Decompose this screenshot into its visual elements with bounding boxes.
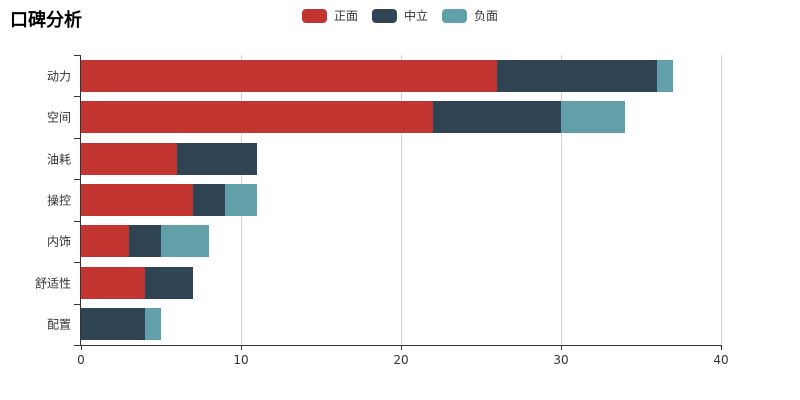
legend-label: 中立 — [403, 9, 429, 23]
stacked-bar[interactable] — [81, 101, 721, 134]
legend-swatch-neutral — [371, 8, 397, 23]
x-axis-tick — [81, 345, 82, 350]
y-axis-tick — [74, 220, 80, 222]
y-axis-category-label: 内饰 — [46, 234, 71, 249]
legend-item-negative[interactable]: 负面 — [442, 7, 498, 24]
y-axis-category-label: 配置 — [46, 317, 71, 332]
stacked-bar[interactable] — [81, 225, 721, 258]
chart-title: 口碑分析 — [10, 10, 82, 31]
bar-row: 动力 — [47, 55, 721, 96]
y-axis-category-label: 油耗 — [46, 152, 71, 167]
legend: 正面 中立 负面 — [301, 7, 498, 24]
x-axis-tick-label: 30 — [553, 353, 569, 367]
bar-segment-neutral[interactable] — [129, 225, 161, 258]
x-axis-tick — [561, 345, 562, 350]
y-axis-tick — [74, 137, 80, 139]
bar-row: 配置 — [47, 304, 721, 345]
legend-swatch-negative — [442, 8, 468, 23]
bar-segment-positive[interactable] — [81, 183, 193, 216]
y-axis-tick — [74, 262, 80, 264]
bar-segment-positive[interactable] — [81, 225, 129, 258]
x-axis-tick-label: 10 — [233, 353, 249, 367]
bar-segment-negative[interactable] — [657, 59, 673, 92]
bar-segment-negative[interactable] — [561, 101, 625, 134]
bar-segment-neutral[interactable] — [497, 59, 657, 92]
stacked-bar[interactable] — [81, 142, 721, 175]
bar-rows: 动力空间油耗操控内饰舒适性配置 — [35, 55, 721, 345]
legend-item-neutral[interactable]: 中立 — [371, 7, 429, 24]
bar-segment-neutral[interactable] — [177, 142, 257, 175]
legend-swatch-positive — [301, 8, 327, 23]
legend-item-positive[interactable]: 正面 — [301, 7, 358, 24]
legend-label: 正面 — [333, 9, 358, 23]
bar-row: 内饰 — [47, 221, 721, 262]
bar-segment-neutral[interactable] — [145, 266, 193, 299]
y-axis-category-label: 操控 — [46, 193, 71, 208]
bar-row: 舒适性 — [35, 262, 721, 303]
x-axis-tick-label: 40 — [713, 353, 729, 367]
y-axis-tick — [74, 55, 80, 56]
gridline — [721, 55, 722, 345]
y-axis-tick — [74, 303, 80, 305]
y-axis-line — [80, 55, 81, 346]
bar-row: 操控 — [47, 179, 721, 220]
x-axis-tick-label: 0 — [77, 353, 85, 367]
stacked-bar[interactable] — [81, 266, 721, 299]
y-axis-tick — [74, 179, 80, 181]
bar-segment-positive[interactable] — [81, 266, 145, 299]
bar-segment-negative[interactable] — [225, 183, 257, 216]
stacked-bar[interactable] — [81, 308, 721, 341]
stacked-bar[interactable] — [81, 183, 721, 216]
stacked-bar[interactable] — [81, 59, 721, 92]
y-axis-tick — [74, 96, 80, 98]
bar-row: 空间 — [47, 96, 721, 137]
y-axis-category-label: 舒适性 — [34, 276, 71, 291]
bar-segment-neutral[interactable] — [193, 183, 225, 216]
bar-segment-neutral[interactable] — [433, 101, 561, 134]
bar-segment-positive[interactable] — [81, 142, 177, 175]
y-axis-tick — [74, 345, 80, 346]
y-axis-category-label: 空间 — [46, 110, 71, 125]
legend-label: 负面 — [474, 9, 499, 23]
bar-segment-negative[interactable] — [145, 308, 161, 341]
bar-segment-positive[interactable] — [81, 101, 433, 134]
bar-segment-negative[interactable] — [161, 225, 209, 258]
x-axis-tick — [721, 345, 722, 350]
plot-area: 0 10 20 30 40 动力空间油耗操控内饰舒适性配置 — [35, 55, 729, 367]
y-axis-category-label: 动力 — [46, 69, 71, 84]
gridline — [561, 55, 562, 345]
x-axis-tick — [241, 345, 242, 350]
bar-row: 油耗 — [47, 138, 721, 179]
bar-segment-positive[interactable] — [81, 59, 497, 92]
gridline — [401, 55, 402, 345]
bar-segment-neutral[interactable] — [81, 308, 145, 341]
x-axis-tick-label: 20 — [393, 353, 409, 367]
x-axis-tick — [401, 345, 402, 350]
